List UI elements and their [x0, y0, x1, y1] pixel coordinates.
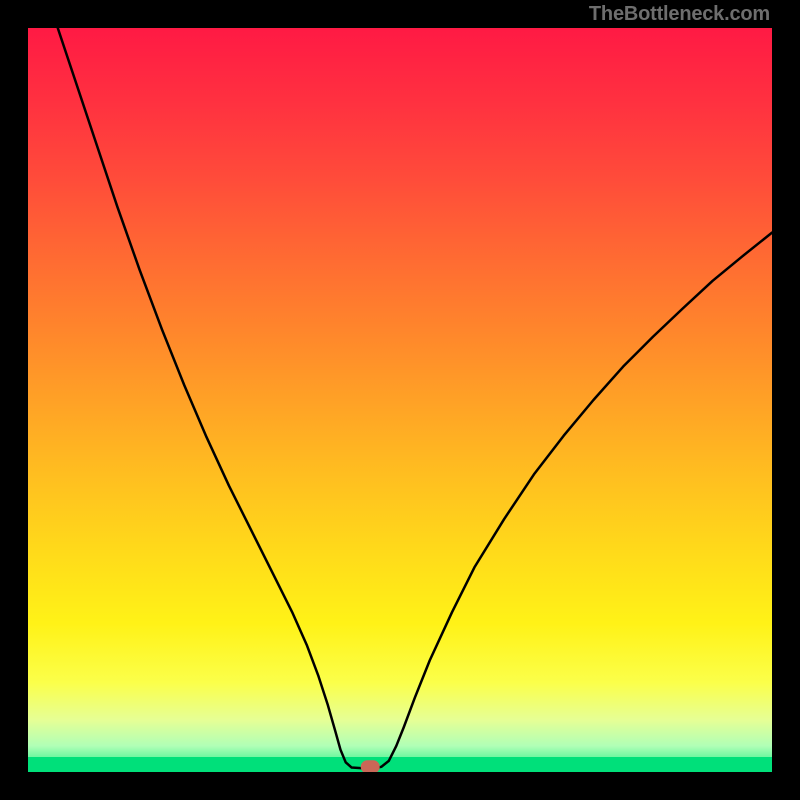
plot-area [28, 28, 772, 772]
watermark-label: TheBottleneck.com [589, 3, 770, 26]
optimal-marker-dot [361, 761, 379, 772]
optimal-marker [28, 28, 772, 772]
bottleneck-chart-root: TheBottleneck.com [0, 0, 800, 800]
